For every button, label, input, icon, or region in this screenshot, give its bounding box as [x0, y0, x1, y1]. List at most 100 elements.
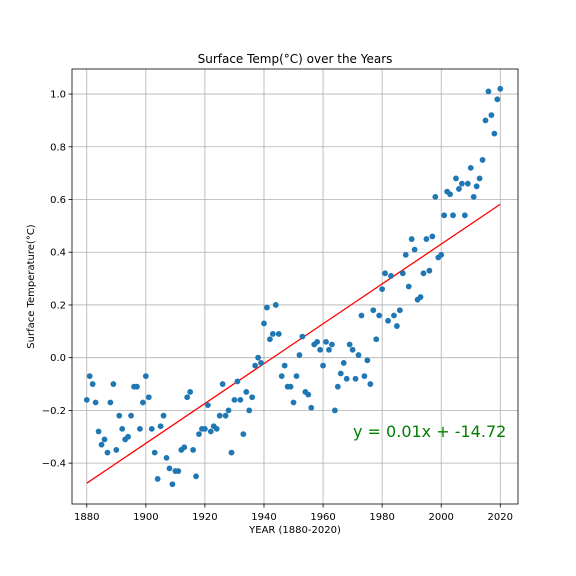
data-point [479, 157, 486, 163]
data-point [258, 360, 264, 366]
data-point [163, 454, 170, 461]
data-point [420, 270, 427, 277]
data-point [355, 352, 362, 358]
data-point [473, 183, 480, 190]
data-point [287, 383, 294, 390]
data-point [145, 394, 152, 401]
x-tick-label: 1920 [192, 512, 217, 523]
regression-line [86, 203, 501, 484]
data-point [255, 354, 261, 361]
data-point [137, 425, 143, 432]
data-point [334, 383, 341, 390]
data-point [160, 412, 167, 419]
x-tick-label: 2000 [428, 512, 453, 523]
data-point [219, 381, 226, 387]
data-point [278, 373, 285, 380]
data-point [128, 412, 134, 419]
data-point [222, 412, 229, 419]
data-point [184, 394, 191, 401]
x-tick-label: 1940 [251, 512, 276, 523]
x-axis-ticks: 1880 1900 1920 1940 1960 1980 2000 2020 [74, 504, 513, 523]
data-point [352, 375, 359, 382]
data-point [231, 396, 238, 403]
data-point [379, 286, 386, 293]
data-point [399, 270, 406, 277]
data-point [275, 331, 282, 337]
data-point [482, 117, 489, 124]
data-point [113, 447, 120, 453]
data-point [376, 312, 383, 319]
data-point [488, 112, 495, 119]
y-tick-label: −0.4 [42, 459, 66, 470]
data-point [95, 428, 102, 435]
data-point [83, 396, 90, 403]
x-tick-label: 1960 [310, 512, 335, 523]
data-point [340, 360, 347, 366]
x-tick-label: 2020 [488, 512, 513, 523]
y-tick-label: 1.0 [50, 90, 66, 101]
regression-equation: y = 0.01x + -14.72 [353, 422, 506, 441]
data-point [86, 373, 93, 380]
y-tick-label: 0.2 [50, 300, 66, 311]
plot-frame [71, 68, 519, 505]
x-tick-label: 1900 [133, 512, 158, 523]
data-point [349, 346, 356, 353]
data-point [148, 425, 155, 432]
data-point [207, 428, 214, 435]
data-point [320, 362, 326, 369]
data-point [405, 283, 412, 290]
data-point [228, 449, 235, 456]
data-point [391, 312, 397, 319]
data-point [107, 399, 114, 406]
data-point [461, 212, 468, 219]
data-point [305, 391, 312, 398]
data-point [364, 357, 371, 364]
data-point [382, 270, 388, 277]
data-point [456, 186, 462, 192]
data-point [234, 378, 241, 385]
data-point [181, 444, 188, 451]
data-point [450, 212, 456, 219]
data-point [213, 425, 220, 432]
data-point [204, 402, 211, 409]
y-tick-label: 0.6 [50, 195, 66, 206]
data-point [299, 333, 306, 340]
data-point [497, 85, 504, 92]
data-point [385, 317, 391, 324]
data-point [408, 236, 415, 242]
data-point [293, 373, 300, 380]
data-point [252, 362, 259, 369]
data-point [157, 423, 164, 430]
data-point [417, 294, 424, 300]
data-point [361, 373, 368, 380]
data-point [175, 468, 182, 474]
data-point [281, 362, 288, 369]
data-point [308, 404, 315, 411]
data-point [396, 307, 403, 314]
data-point [190, 447, 196, 453]
data-point [249, 394, 256, 401]
data-point [337, 370, 344, 377]
x-tick-label: 1980 [369, 512, 394, 523]
data-point [296, 352, 303, 358]
data-point [494, 96, 501, 103]
data-point [467, 164, 474, 171]
data-point [266, 336, 273, 343]
data-point [225, 407, 232, 414]
y-tick-label: 0.4 [50, 248, 66, 259]
data-point [142, 373, 149, 380]
y-axis-ticks: −0.4 −0.2 0.0 0.2 0.4 0.6 0.8 1.0 [42, 90, 72, 470]
data-point [470, 193, 477, 200]
data-point [476, 175, 483, 182]
scatter-points [83, 85, 504, 488]
data-point [432, 193, 439, 200]
data-point [491, 130, 498, 137]
data-point [92, 399, 99, 406]
data-point [331, 407, 338, 414]
data-point [139, 399, 146, 406]
data-point [394, 323, 400, 329]
data-point [119, 425, 126, 432]
y-tick-label: 0.8 [50, 142, 66, 153]
data-point [240, 431, 247, 438]
